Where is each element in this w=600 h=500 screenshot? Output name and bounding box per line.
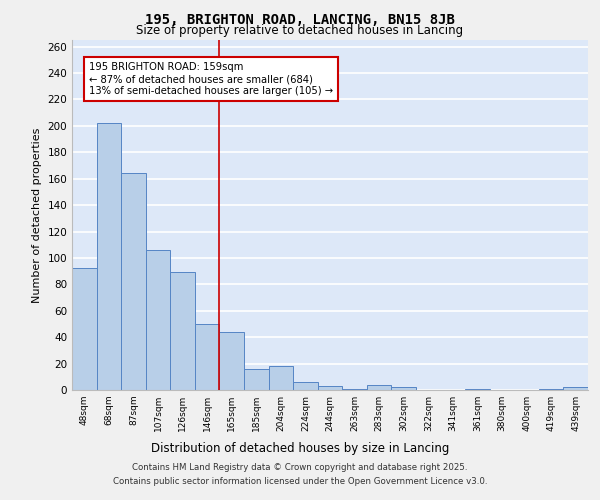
Bar xyxy=(195,324,220,390)
Bar xyxy=(170,272,195,390)
Bar xyxy=(465,388,490,390)
Bar xyxy=(318,386,342,390)
Text: Contains public sector information licensed under the Open Government Licence v3: Contains public sector information licen… xyxy=(113,477,487,486)
Bar xyxy=(539,388,563,390)
Text: Contains HM Land Registry data © Crown copyright and database right 2025.: Contains HM Land Registry data © Crown c… xyxy=(132,464,468,472)
Bar xyxy=(367,384,391,390)
Text: Distribution of detached houses by size in Lancing: Distribution of detached houses by size … xyxy=(151,442,449,455)
Bar xyxy=(220,332,244,390)
Bar xyxy=(72,268,97,390)
Bar xyxy=(244,369,269,390)
Bar xyxy=(269,366,293,390)
Bar xyxy=(293,382,318,390)
Text: 195, BRIGHTON ROAD, LANCING, BN15 8JB: 195, BRIGHTON ROAD, LANCING, BN15 8JB xyxy=(145,12,455,26)
Bar xyxy=(121,174,146,390)
Bar xyxy=(391,388,416,390)
Bar xyxy=(563,388,588,390)
Bar xyxy=(342,388,367,390)
Text: 195 BRIGHTON ROAD: 159sqm
← 87% of detached houses are smaller (684)
13% of semi: 195 BRIGHTON ROAD: 159sqm ← 87% of detac… xyxy=(89,62,333,96)
Bar xyxy=(97,123,121,390)
Y-axis label: Number of detached properties: Number of detached properties xyxy=(32,128,42,302)
Text: Size of property relative to detached houses in Lancing: Size of property relative to detached ho… xyxy=(136,24,464,37)
Bar xyxy=(146,250,170,390)
